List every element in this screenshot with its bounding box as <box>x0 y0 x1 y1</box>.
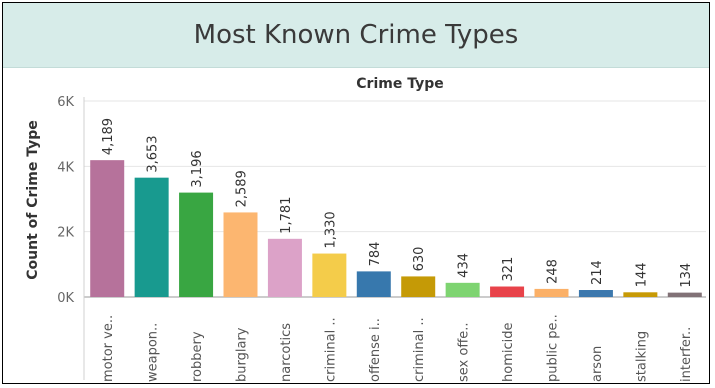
bar[interactable] <box>667 292 702 297</box>
data-label: 784 <box>368 242 383 267</box>
y-tick-label: 2K <box>57 226 74 241</box>
y-tick-label: 6K <box>57 95 74 110</box>
bar-layer: 4,189 motor ve.. 3,653 weapon.. 3,196 robbery… <box>90 118 702 382</box>
bar[interactable] <box>90 160 125 297</box>
y-tick-label: 0K <box>57 291 74 306</box>
bar[interactable] <box>179 192 214 297</box>
x-axis-title: Crime Type <box>356 76 443 92</box>
chart-title-bar: Most Known Crime Types <box>3 3 709 68</box>
data-label: 248 <box>546 259 561 284</box>
x-tick-label: public pe.. <box>546 314 561 382</box>
data-label: 3,653 <box>146 135 161 172</box>
bar[interactable] <box>623 292 658 297</box>
data-label: 1,330 <box>323 211 338 248</box>
x-tick-label: sex offe.. <box>457 322 472 382</box>
bar[interactable] <box>578 290 613 297</box>
x-tick-label: motor ve.. <box>101 315 116 382</box>
x-tick-label: burglary <box>235 327 250 382</box>
bar[interactable] <box>267 238 302 297</box>
bar[interactable] <box>490 286 525 297</box>
x-tick-label: interfer.. <box>679 327 694 382</box>
x-tick-label: criminal .. <box>323 317 338 382</box>
data-label: 134 <box>679 263 694 288</box>
x-tick-label: homicide <box>501 323 516 382</box>
data-label: 3,196 <box>190 150 205 187</box>
x-tick-label: weapon.. <box>146 323 161 382</box>
data-label: 321 <box>501 257 516 282</box>
y-axis-title: Count of Crime Type <box>25 120 41 279</box>
data-label: 630 <box>412 247 427 272</box>
data-label: 144 <box>634 262 649 287</box>
bar[interactable] <box>401 276 436 297</box>
bar[interactable] <box>534 288 569 297</box>
bar[interactable] <box>134 177 169 297</box>
x-tick-label: stalking <box>634 331 649 382</box>
chart-title: Most Known Crime Types <box>193 20 519 50</box>
data-label: 1,781 <box>279 197 294 234</box>
data-label: 4,189 <box>101 118 116 155</box>
data-label: 2,589 <box>235 170 250 207</box>
bar[interactable] <box>445 282 480 297</box>
data-label: 214 <box>590 260 605 285</box>
data-label: 434 <box>457 253 472 278</box>
y-tick-label: 4K <box>57 160 74 175</box>
bar[interactable] <box>356 271 391 297</box>
x-tick-label: narcotics <box>279 323 294 382</box>
x-tick-label: robbery <box>190 331 205 382</box>
x-tick-label: criminal .. <box>412 317 427 382</box>
x-tick-label: offense i.. <box>368 318 383 382</box>
x-tick-label: arson <box>590 346 605 382</box>
bar[interactable] <box>312 253 347 297</box>
bar[interactable] <box>223 212 258 297</box>
